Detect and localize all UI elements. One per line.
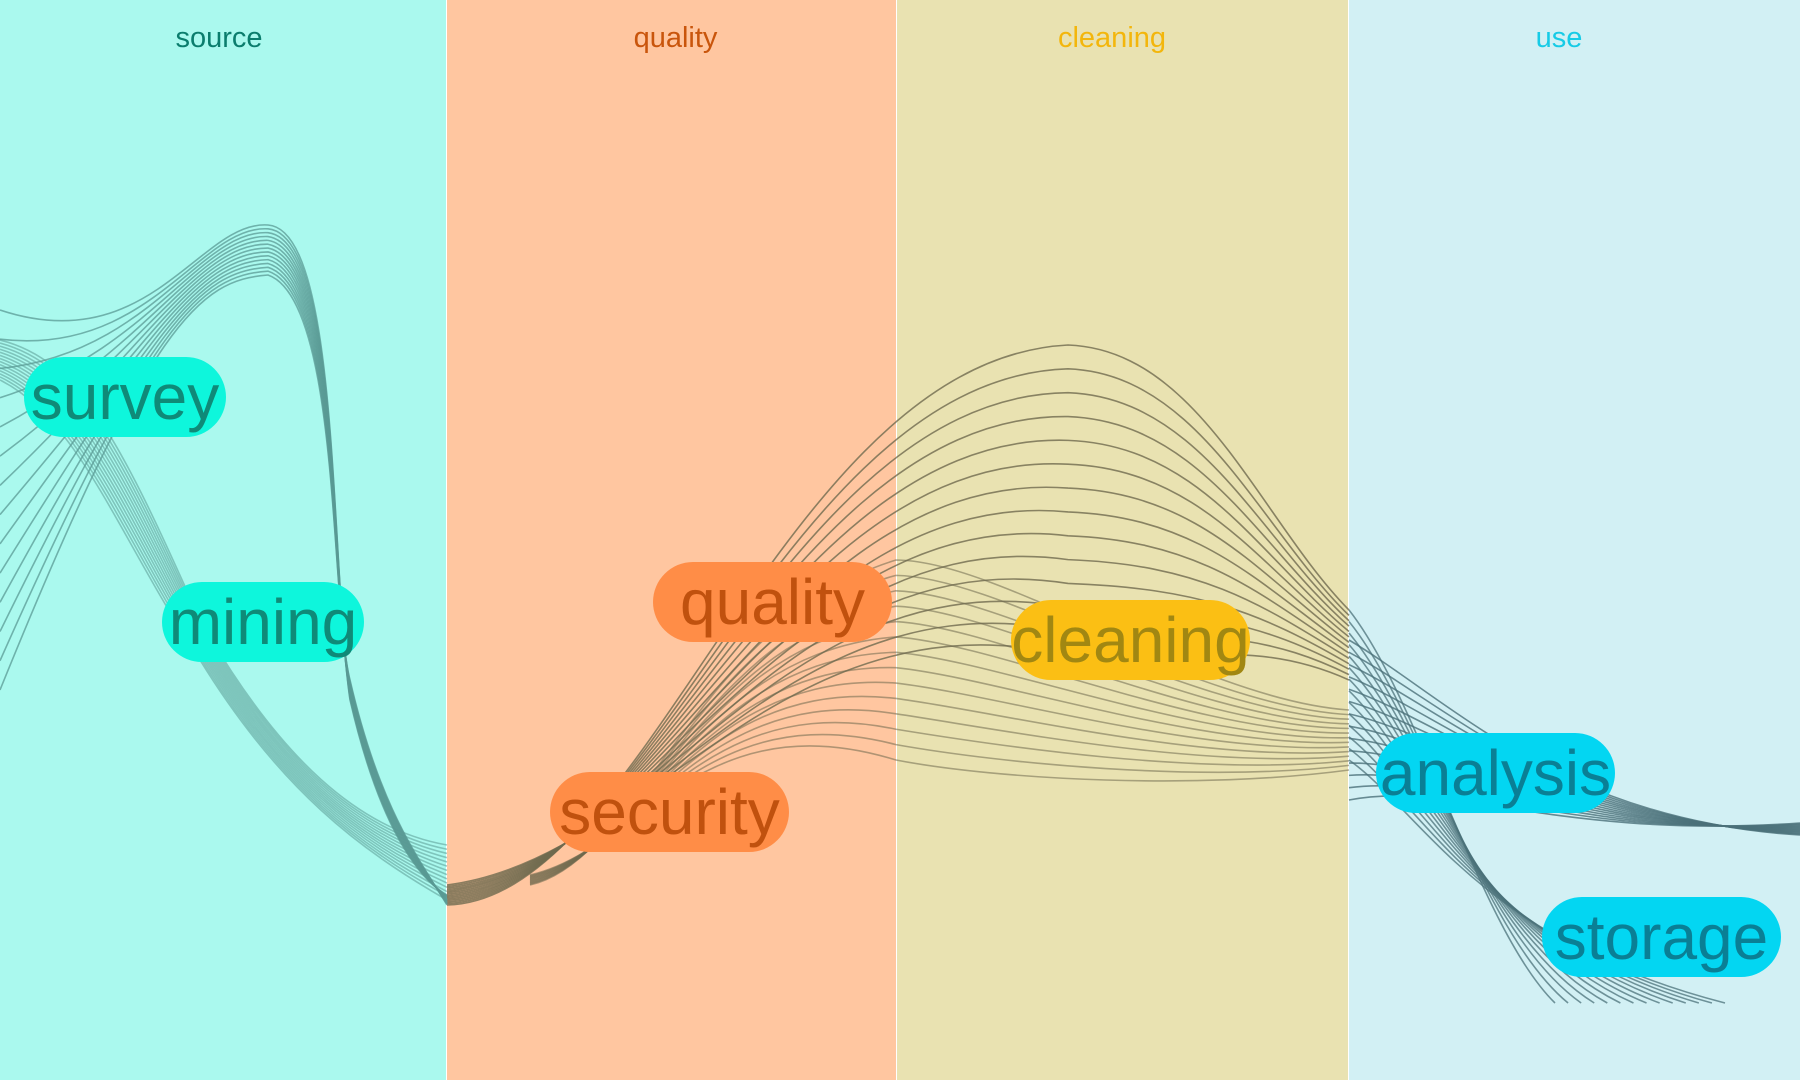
node-quality[interactable]: quality	[653, 562, 892, 642]
flow-line	[0, 233, 447, 897]
flow-line	[0, 248, 447, 900]
node-security[interactable]: security	[550, 772, 789, 852]
flow-line	[0, 252, 447, 900]
node-mining[interactable]: mining	[162, 582, 364, 662]
flow-line	[0, 260, 447, 902]
node-analysis[interactable]: analysis	[1376, 733, 1615, 813]
node-cleaning[interactable]: cleaning	[1011, 600, 1250, 680]
node-storage[interactable]: storage	[1542, 897, 1781, 977]
node-survey[interactable]: survey	[24, 357, 226, 437]
